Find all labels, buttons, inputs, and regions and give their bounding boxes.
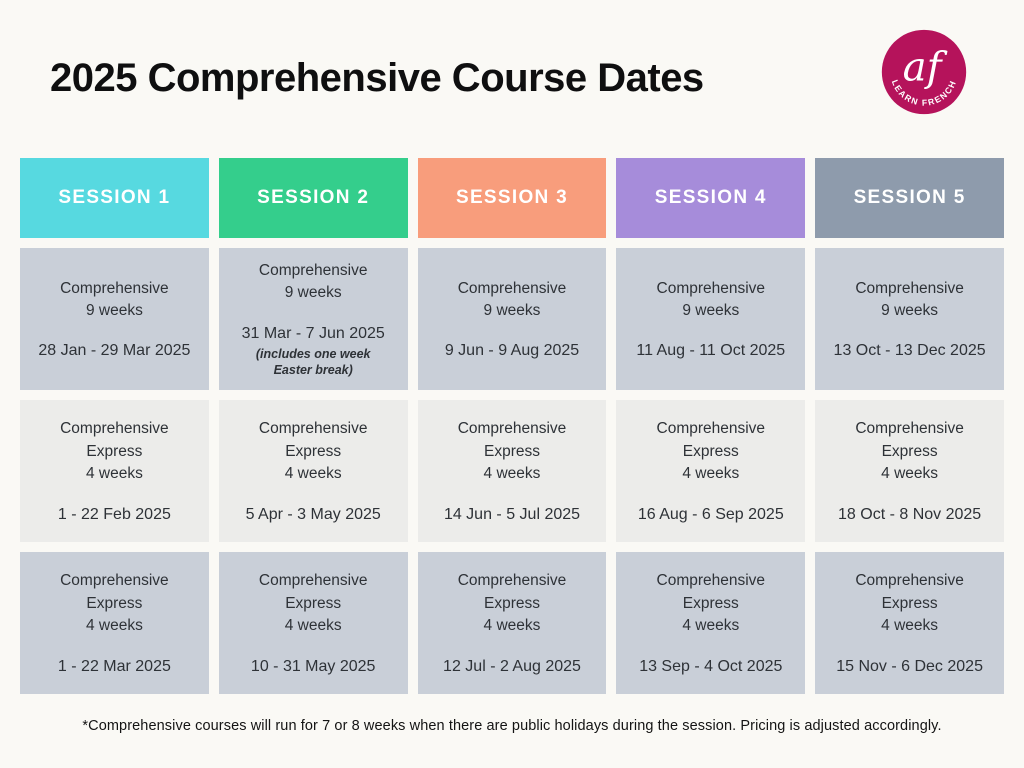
session-4-header: SESSION 4 — [616, 158, 806, 238]
easter-break-note: (includes one week Easter break) — [255, 346, 371, 377]
course-label: Comprehensive Express 4 weeks — [258, 572, 368, 635]
cell-session2-express-1: Comprehensive Express 4 weeks 5 Apr - 3 … — [218, 400, 408, 542]
course-label: Comprehensive Express 4 weeks — [60, 420, 169, 483]
course-label: Comprehensive 9 weeks — [855, 279, 964, 319]
course-label: Comprehensive Express 4 weeks — [656, 420, 766, 483]
cell-session1-express-2: Comprehensive Express 4 weeks 1 - 22 Mar… — [20, 552, 209, 694]
brand-logo: af LEARN FRENCH — [878, 26, 970, 118]
course-dates: 9 Jun - 9 Aug 2025 — [444, 342, 580, 360]
af-logo-icon: af LEARN FRENCH — [881, 29, 967, 115]
cell-session5-comprehensive: Comprehensive 9 weeks 13 Oct - 13 Dec 20… — [815, 248, 1004, 390]
course-label: Comprehensive 9 weeks — [258, 261, 368, 302]
course-label: Comprehensive Express 4 weeks — [60, 572, 169, 635]
session-3-header: SESSION 3 — [417, 158, 607, 238]
course-label: Comprehensive Express 4 weeks — [855, 420, 964, 483]
cell-session3-express-1: Comprehensive Express 4 weeks 14 Jun - 5… — [417, 400, 607, 542]
session-5-header: SESSION 5 — [815, 158, 1004, 238]
course-dates: 5 Apr - 3 May 2025 — [245, 505, 381, 523]
cell-session3-express-2: Comprehensive Express 4 weeks 12 Jul - 2… — [417, 552, 607, 694]
topbar: 2025 Comprehensive Course Dates af LEARN… — [0, 0, 1024, 118]
course-label: Comprehensive Express 4 weeks — [258, 420, 368, 483]
course-label: Comprehensive Express 4 weeks — [457, 572, 567, 635]
course-dates: 13 Oct - 13 Dec 2025 — [833, 342, 986, 360]
course-dates: 1 - 22 Feb 2025 — [57, 505, 171, 523]
course-dates: 1 - 22 Mar 2025 — [57, 657, 171, 675]
cell-session2-comprehensive: Comprehensive 9 weeks 31 Mar - 7 Jun 202… — [218, 248, 408, 390]
course-dates: 31 Mar - 7 Jun 2025 — [241, 324, 385, 342]
cell-session4-comprehensive: Comprehensive 9 weeks 11 Aug - 11 Oct 20… — [616, 248, 806, 390]
course-label: Comprehensive 9 weeks — [60, 279, 169, 319]
logo-monogram: af — [903, 45, 948, 91]
cell-session5-express-2: Comprehensive Express 4 weeks 15 Nov - 6… — [815, 552, 1004, 694]
page-title: 2025 Comprehensive Course Dates — [50, 56, 704, 100]
course-label: Comprehensive Express 4 weeks — [457, 420, 567, 483]
course-dates: 12 Jul - 2 Aug 2025 — [443, 657, 581, 675]
course-dates-table: SESSION 1 SESSION 2 SESSION 3 SESSION 4 … — [20, 158, 1004, 694]
course-dates: 13 Sep - 4 Oct 2025 — [639, 657, 783, 675]
course-label: Comprehensive Express 4 weeks — [656, 572, 766, 635]
course-dates: 18 Oct - 8 Nov 2025 — [838, 505, 982, 523]
cell-session5-express-1: Comprehensive Express 4 weeks 18 Oct - 8… — [815, 400, 1004, 542]
session-1-header: SESSION 1 — [20, 158, 209, 238]
cell-session2-express-2: Comprehensive Express 4 weeks 10 - 31 Ma… — [218, 552, 408, 694]
public-holiday-footnote: *Comprehensive courses will run for 7 or… — [82, 718, 942, 734]
course-dates: 16 Aug - 6 Sep 2025 — [637, 505, 784, 523]
course-label: Comprehensive 9 weeks — [457, 279, 567, 319]
cell-session3-comprehensive: Comprehensive 9 weeks 9 Jun - 9 Aug 2025 — [417, 248, 607, 390]
course-dates: 10 - 31 May 2025 — [250, 657, 376, 675]
cell-session4-express-2: Comprehensive Express 4 weeks 13 Sep - 4… — [616, 552, 806, 694]
cell-session1-express-1: Comprehensive Express 4 weeks 1 - 22 Feb… — [20, 400, 209, 542]
course-dates: 11 Aug - 11 Oct 2025 — [636, 342, 786, 360]
course-dates: 15 Nov - 6 Dec 2025 — [836, 657, 983, 675]
course-dates: 14 Jun - 5 Jul 2025 — [443, 505, 581, 523]
course-dates: 28 Jan - 29 Mar 2025 — [38, 342, 191, 360]
course-label: Comprehensive 9 weeks — [656, 279, 766, 319]
session-2-header: SESSION 2 — [218, 158, 408, 238]
cell-session4-express-1: Comprehensive Express 4 weeks 16 Aug - 6… — [616, 400, 806, 542]
cell-session1-comprehensive: Comprehensive 9 weeks 28 Jan - 29 Mar 20… — [20, 248, 209, 390]
course-label: Comprehensive Express 4 weeks — [855, 572, 964, 635]
